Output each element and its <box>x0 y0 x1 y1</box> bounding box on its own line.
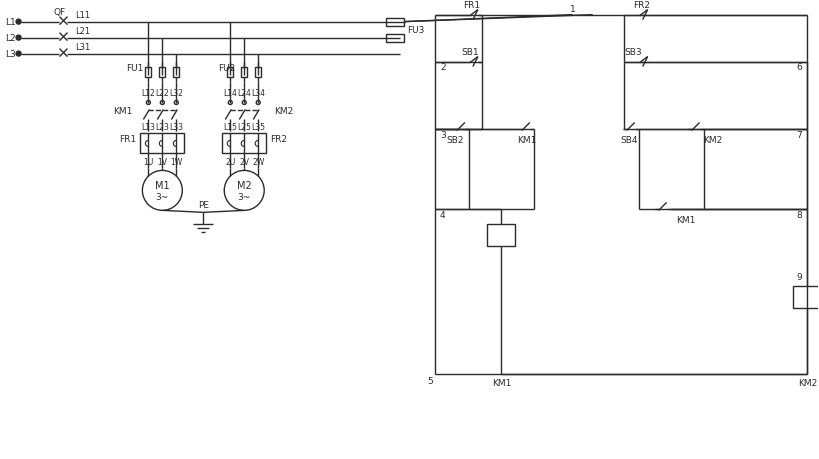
Bar <box>386 18 404 27</box>
Text: L15: L15 <box>224 123 238 132</box>
Text: PE: PE <box>198 201 209 209</box>
Text: L3: L3 <box>5 50 16 59</box>
Circle shape <box>16 52 21 57</box>
Bar <box>140 134 184 154</box>
Text: L34: L34 <box>251 89 265 98</box>
Bar <box>242 67 247 78</box>
Text: SB4: SB4 <box>620 136 637 145</box>
Bar <box>227 67 233 78</box>
Text: 3~: 3~ <box>156 192 169 202</box>
Text: 7: 7 <box>797 131 803 140</box>
Text: M2: M2 <box>237 181 251 191</box>
Bar <box>222 134 266 154</box>
Bar <box>386 34 404 43</box>
Text: L11: L11 <box>75 11 90 20</box>
Text: 3: 3 <box>440 131 446 140</box>
Text: 2W: 2W <box>252 157 265 167</box>
Text: 9: 9 <box>797 272 803 281</box>
Text: L25: L25 <box>238 123 251 132</box>
Text: L1: L1 <box>5 18 16 27</box>
Bar <box>487 225 515 247</box>
Text: KM2: KM2 <box>704 136 723 145</box>
Text: L2: L2 <box>5 34 16 43</box>
Text: 6: 6 <box>797 63 803 72</box>
Text: L32: L32 <box>170 89 183 98</box>
Text: L35: L35 <box>251 123 265 132</box>
Text: SB1: SB1 <box>461 48 479 57</box>
Text: SB3: SB3 <box>625 48 642 57</box>
Text: L31: L31 <box>75 43 90 52</box>
Text: FU3: FU3 <box>407 26 424 35</box>
Text: KM2: KM2 <box>274 107 293 116</box>
Text: FR2: FR2 <box>633 1 650 10</box>
Text: L13: L13 <box>142 123 156 132</box>
Circle shape <box>16 20 21 25</box>
Text: KM2: KM2 <box>798 378 817 387</box>
Text: 1U: 1U <box>143 157 153 167</box>
Text: FU2: FU2 <box>218 64 235 73</box>
Text: 2U: 2U <box>225 157 235 167</box>
Text: L21: L21 <box>75 27 90 36</box>
Text: 4: 4 <box>440 210 446 219</box>
Text: 8: 8 <box>797 210 803 219</box>
Text: SB2: SB2 <box>446 136 464 145</box>
Text: L23: L23 <box>156 123 170 132</box>
Text: 2: 2 <box>440 63 446 72</box>
Text: 1: 1 <box>570 5 576 14</box>
Text: L24: L24 <box>238 89 251 98</box>
Text: L33: L33 <box>170 123 183 132</box>
Circle shape <box>16 36 21 41</box>
Text: KM1: KM1 <box>676 215 696 224</box>
Text: FR1: FR1 <box>120 134 137 144</box>
Text: QF: QF <box>53 8 66 17</box>
Text: 3~: 3~ <box>238 192 251 202</box>
Bar <box>256 67 261 78</box>
Text: FU1: FU1 <box>125 64 143 73</box>
Text: FR2: FR2 <box>270 134 287 144</box>
Text: KM1: KM1 <box>517 136 536 145</box>
Bar <box>174 67 179 78</box>
Text: 1V: 1V <box>157 157 167 167</box>
Bar <box>794 286 819 308</box>
Text: L14: L14 <box>224 89 238 98</box>
Bar <box>146 67 152 78</box>
Text: KM1: KM1 <box>113 107 133 116</box>
Text: L22: L22 <box>156 89 170 98</box>
Bar <box>160 67 165 78</box>
Text: 2V: 2V <box>239 157 249 167</box>
Text: M1: M1 <box>155 181 170 191</box>
Text: 5: 5 <box>427 376 433 385</box>
Text: FR1: FR1 <box>464 1 481 10</box>
Text: KM1: KM1 <box>491 378 511 387</box>
Text: 1W: 1W <box>170 157 183 167</box>
Text: L12: L12 <box>142 89 156 98</box>
